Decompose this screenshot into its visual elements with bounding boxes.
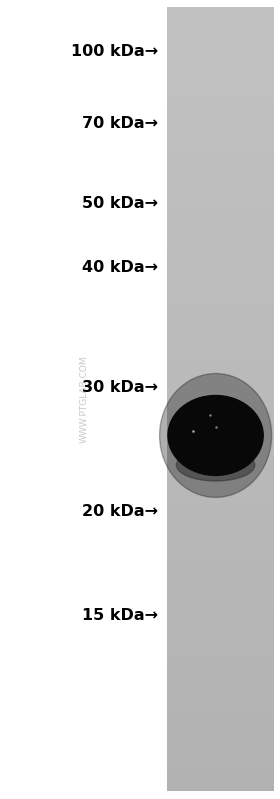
Text: 50 kDa→: 50 kDa→ <box>82 197 158 211</box>
Text: 100 kDa→: 100 kDa→ <box>71 45 158 59</box>
Ellipse shape <box>160 373 272 497</box>
Text: 70 kDa→: 70 kDa→ <box>82 117 158 131</box>
Ellipse shape <box>168 396 263 475</box>
Text: 20 kDa→: 20 kDa→ <box>82 504 158 519</box>
Text: 15 kDa→: 15 kDa→ <box>82 608 158 622</box>
Ellipse shape <box>176 449 255 481</box>
Text: 40 kDa→: 40 kDa→ <box>82 260 158 275</box>
Text: 30 kDa→: 30 kDa→ <box>82 380 158 395</box>
Text: WWW.PTGLAB.COM: WWW.PTGLAB.COM <box>80 356 88 443</box>
